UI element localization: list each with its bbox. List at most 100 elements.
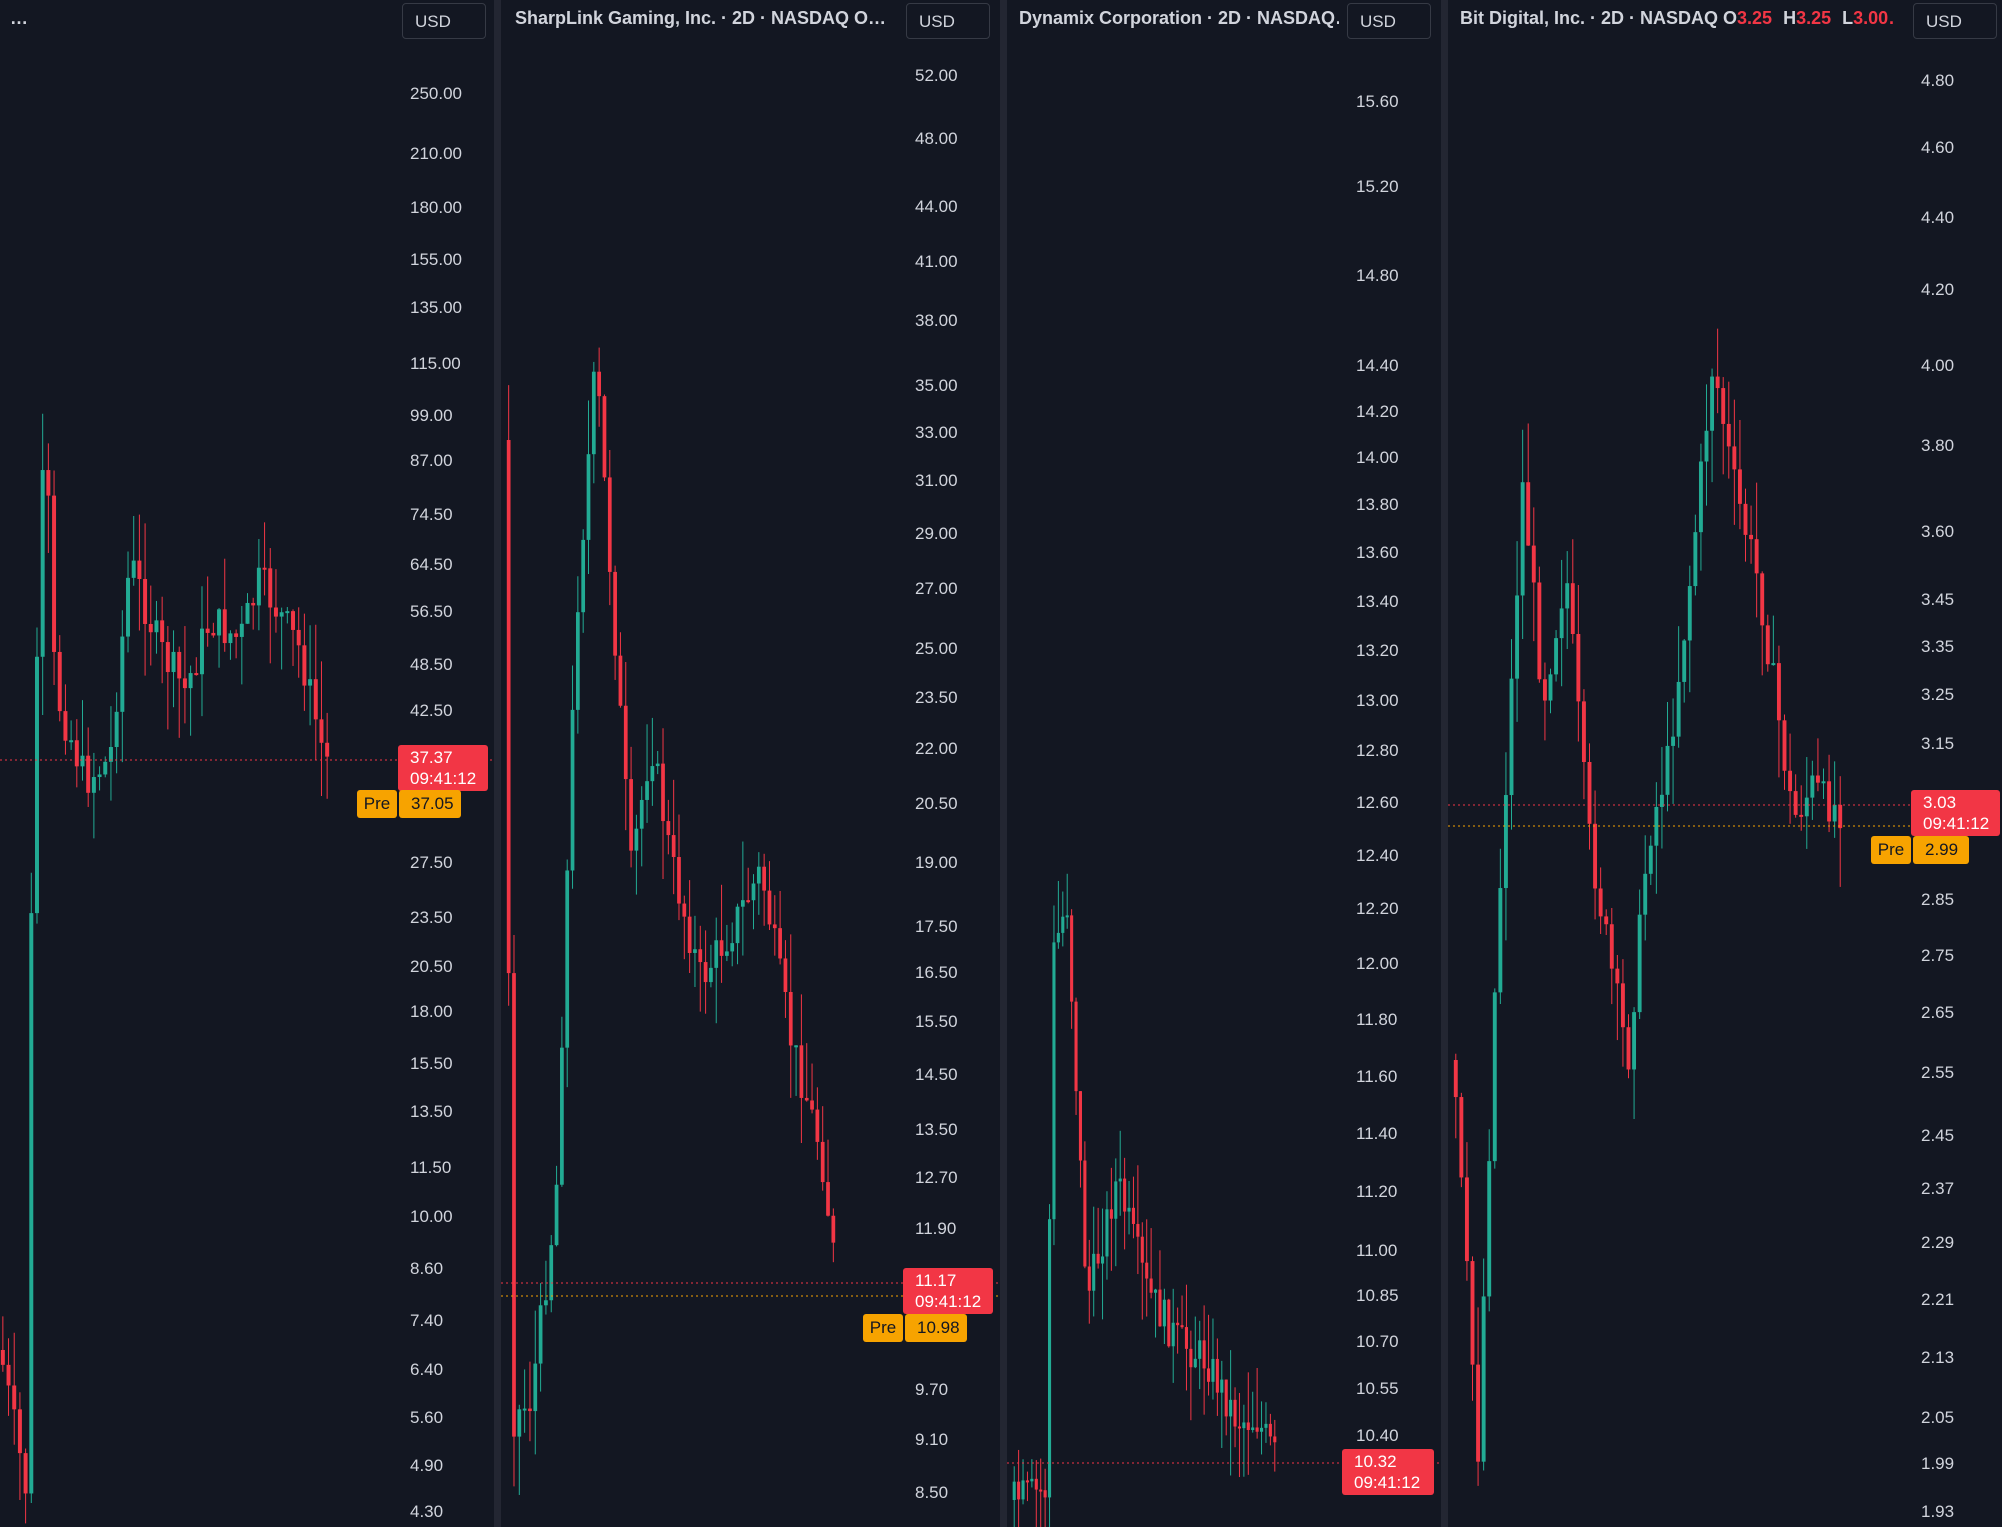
candle-body — [725, 951, 729, 956]
axis-label: 2.05 — [1921, 1408, 1955, 1427]
chart-pane-3[interactable]: Dynamix Corporation · 2D · NASDAQ… USD 1… — [1007, 0, 1441, 1527]
axis-label: 13.00 — [1356, 691, 1399, 710]
currency-selector[interactable]: USD — [906, 3, 990, 39]
chart-pane-2[interactable]: SharpLink Gaming, Inc. · 2D · NASDAQ O… … — [501, 0, 1000, 1527]
candle-body — [1598, 888, 1603, 917]
candle-body — [308, 679, 313, 686]
pane-title[interactable]: Bit Digital, Inc. · 2D · NASDAQ O3.25 H3… — [1460, 8, 1895, 29]
candle-body — [1704, 430, 1709, 462]
ohlc-low-label: L — [1842, 8, 1854, 28]
candle-body — [29, 913, 34, 1494]
axis-label: 29.00 — [915, 524, 958, 543]
axis-label: 9.10 — [915, 1430, 949, 1449]
price-axis[interactable]: 52.00 48.00 44.00 41.00 38.00 35.00 33.0… — [905, 40, 1000, 1520]
candle-body — [1123, 1178, 1127, 1212]
axis-label: 11.90 — [915, 1219, 957, 1238]
candle-body — [1503, 795, 1508, 889]
pane-title[interactable]: … — [10, 8, 28, 28]
chart-pane-1[interactable]: … USD 250.00 210.00 180.00 155.00 135.00… — [0, 0, 494, 1527]
candle-body — [1838, 804, 1843, 829]
candle-body — [279, 612, 284, 617]
candle-body — [0, 1350, 5, 1365]
axis-label: 6.40 — [410, 1360, 444, 1379]
candle-body — [1145, 1262, 1149, 1279]
candle-body — [211, 632, 216, 636]
axis-label: 15.50 — [410, 1054, 453, 1073]
candle-body — [291, 611, 296, 630]
axis-label: 2.13 — [1921, 1348, 1955, 1367]
candle-body — [319, 719, 324, 743]
currency-selector[interactable]: USD — [1913, 3, 1997, 39]
candles-chart-4[interactable] — [1448, 0, 2002, 1527]
axis-label: 4.60 — [1921, 138, 1955, 157]
candle-body — [1109, 1209, 1113, 1219]
candle-body — [165, 642, 170, 673]
candle-body — [1548, 674, 1553, 701]
candle-body — [1047, 1219, 1052, 1498]
candle-body — [1737, 469, 1742, 504]
candle-body — [719, 940, 724, 956]
candle-body — [1092, 1253, 1096, 1291]
candle-body — [1810, 775, 1815, 798]
candle-body — [1520, 482, 1525, 596]
axis-label: 12.20 — [1356, 899, 1399, 918]
candle-body — [1237, 1426, 1242, 1429]
candle-body — [262, 567, 267, 570]
candle-body — [1131, 1207, 1136, 1224]
last-price: 10.32 — [1354, 1452, 1397, 1471]
candle-body — [1268, 1423, 1272, 1437]
pane-separator[interactable] — [1000, 0, 1007, 1527]
pane-title[interactable]: SharpLink Gaming, Inc. · 2D · NASDAQ O… — [515, 8, 887, 28]
currency-selector[interactable]: USD — [1347, 3, 1431, 39]
candle-body — [1693, 532, 1698, 587]
candles-chart-1[interactable] — [0, 0, 494, 1527]
candle-body — [296, 629, 301, 646]
pane-separator[interactable] — [494, 0, 501, 1527]
price-axis[interactable]: 4.80 4.60 4.40 4.20 4.00 3.80 3.60 3.45 … — [1911, 40, 2002, 1521]
axis-label: 13.60 — [1356, 543, 1399, 562]
candle-body — [618, 655, 623, 706]
candle-body — [74, 740, 79, 767]
candle-body — [194, 673, 199, 676]
axis-label: 20.50 — [410, 957, 453, 976]
candle-body — [554, 1184, 559, 1246]
premarket-label: Pre — [357, 790, 397, 818]
axis-label: 4.20 — [1921, 280, 1955, 299]
candle-body — [570, 709, 575, 871]
axis-label: 3.25 — [1921, 685, 1955, 704]
pane-separator[interactable] — [1441, 0, 1448, 1527]
candle-body — [80, 755, 85, 767]
candle-body — [1637, 914, 1642, 1013]
candle-body — [671, 835, 676, 858]
candle-body — [804, 1097, 809, 1101]
axis-label: 135.00 — [410, 298, 462, 317]
candle-body — [1776, 663, 1781, 721]
candle-body — [1682, 640, 1687, 682]
price-axis[interactable]: 15.60 15.20 14.80 14.40 14.20 14.00 13.8… — [1346, 40, 1441, 1520]
axis-label: 2.45 — [1921, 1126, 1955, 1145]
candle-body — [762, 866, 767, 891]
candle-body — [714, 940, 719, 968]
candle-body — [687, 916, 692, 953]
symbol-description: Bit Digital, Inc. · 2D · NASDAQ — [1460, 8, 1724, 28]
candle-body — [1043, 1490, 1047, 1498]
candle-body — [1726, 423, 1731, 447]
axis-label: 64.50 — [410, 555, 453, 574]
currency-selector[interactable]: USD — [402, 3, 486, 39]
candle-body — [1251, 1427, 1255, 1431]
candle-body — [517, 1409, 522, 1437]
candle-body — [1721, 388, 1726, 424]
candle-body — [1149, 1278, 1153, 1293]
axis-label: 15.60 — [1356, 92, 1399, 111]
candles-chart-2[interactable] — [501, 0, 1000, 1527]
candle-body — [698, 949, 703, 963]
price-axis[interactable]: 250.00 210.00 180.00 155.00 135.00 115.0… — [400, 40, 494, 1521]
candle-body — [256, 567, 261, 606]
pane-title[interactable]: Dynamix Corporation · 2D · NASDAQ… — [1019, 8, 1339, 28]
candle-body — [126, 577, 131, 637]
axis-label: 12.40 — [1356, 846, 1399, 865]
chart-pane-4[interactable]: Bit Digital, Inc. · 2D · NASDAQ O3.25 H3… — [1448, 0, 2002, 1527]
premarket-label: Pre — [1871, 836, 1911, 864]
candle-body — [1654, 806, 1659, 846]
candle-body — [1246, 1422, 1250, 1431]
